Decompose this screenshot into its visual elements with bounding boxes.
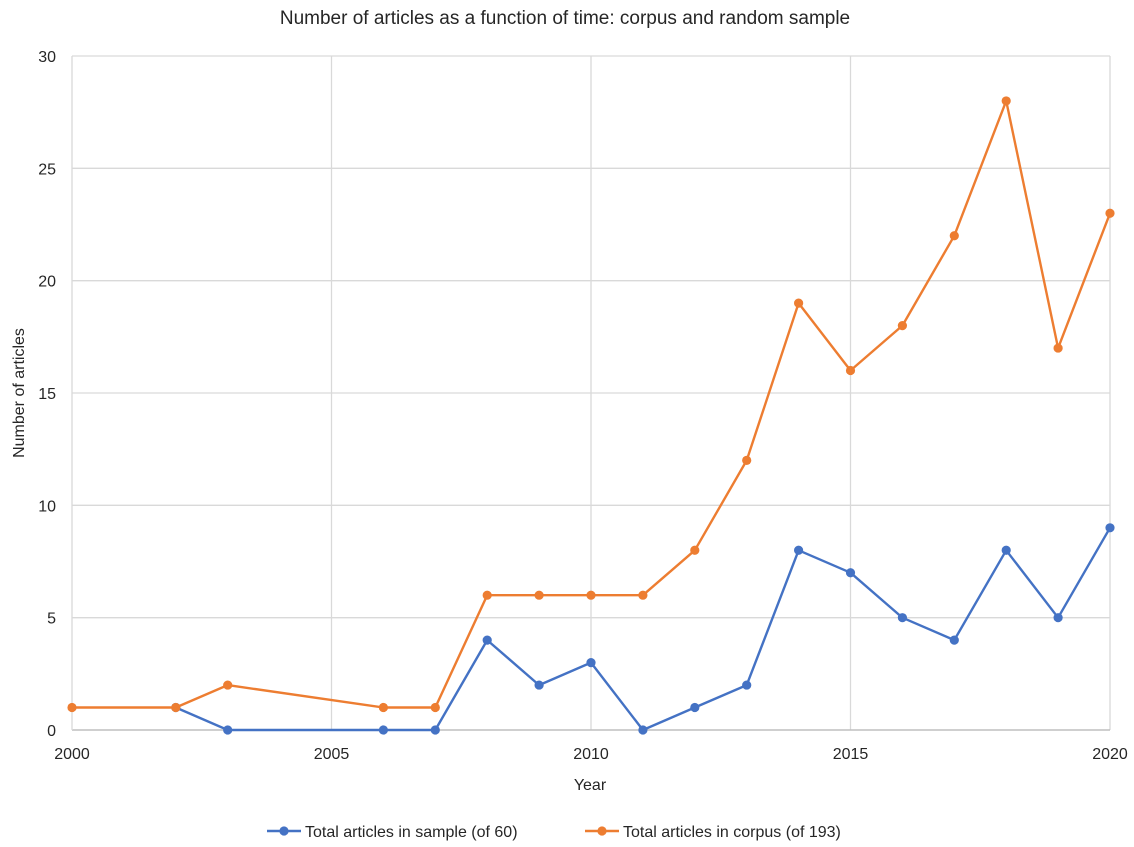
data-point-series-1 (897, 613, 908, 623)
data-point-series-2 (897, 321, 908, 331)
data-point-series-2 (690, 545, 700, 555)
data-point-series-2 (1105, 208, 1115, 218)
data-point-series-1 (638, 725, 648, 735)
x-tick-label: 2000 (54, 746, 90, 763)
data-point-series-2 (586, 590, 596, 600)
data-point-series-2 (534, 590, 544, 600)
y-tick-label: 5 (47, 611, 56, 628)
x-tick-label: 2010 (573, 746, 609, 763)
y-tick-label: 10 (38, 498, 56, 515)
data-point-series-2 (1053, 343, 1063, 353)
legend: Total articles in sample (of 60) Total ar… (267, 824, 841, 841)
data-point-series-1 (690, 702, 700, 713)
y-axis-label: Number of articles (11, 328, 28, 458)
data-point-series-1 (794, 545, 804, 555)
axes: 0 5 10 15 20 25 30 2000 2005 2010 2015 2020 (38, 49, 1128, 763)
data-point-series-2 (794, 298, 804, 308)
gridlines (72, 55, 1111, 730)
y-tick-label: 0 (47, 723, 56, 740)
series-line-1 (174, 526, 1112, 732)
x-tick-label: 2015 (833, 746, 869, 763)
data-point-series-1 (949, 635, 959, 645)
legend-marker-1 (279, 826, 289, 836)
data-point-series-2 (638, 590, 648, 600)
chart-title: Number of articles as a function of time… (280, 8, 850, 29)
data-point-series-2 (223, 680, 233, 690)
data-point-series-2 (482, 590, 492, 600)
data-point-series-2 (1001, 96, 1011, 106)
data-point-series-1 (1001, 545, 1011, 555)
y-tick-label: 20 (38, 274, 56, 291)
plot-series (67, 96, 1115, 735)
data-point-series-2 (742, 455, 752, 465)
data-point-series-1 (378, 725, 388, 735)
series-line-2 (70, 99, 1112, 709)
y-tick-label: 15 (38, 386, 56, 403)
data-point-series-1 (223, 725, 233, 735)
legend-marker-2 (597, 826, 607, 836)
legend-label-2: Total articles in corpus (of 193) (623, 824, 841, 841)
data-point-series-1 (1053, 613, 1063, 623)
y-tick-label: 25 (38, 161, 56, 178)
data-point-series-1 (845, 568, 856, 578)
data-point-series-1 (1105, 523, 1115, 533)
x-axis-label: Year (574, 777, 607, 794)
data-point-series-1 (742, 680, 752, 690)
data-point-series-2 (845, 365, 856, 376)
data-point-series-2 (378, 702, 388, 713)
legend-label-1: Total articles in sample (of 60) (305, 824, 518, 841)
data-point-series-1 (534, 680, 544, 690)
data-point-series-1 (482, 635, 492, 645)
data-point-series-2 (171, 702, 181, 713)
data-point-series-2 (430, 702, 440, 713)
data-point-series-1 (430, 725, 440, 735)
x-tick-label: 2005 (314, 746, 350, 763)
x-tick-label: 2020 (1092, 746, 1128, 763)
data-point-series-1 (586, 658, 596, 668)
y-tick-label: 30 (38, 49, 56, 66)
data-point-series-2 (949, 231, 959, 241)
data-point-series-2 (67, 702, 77, 713)
